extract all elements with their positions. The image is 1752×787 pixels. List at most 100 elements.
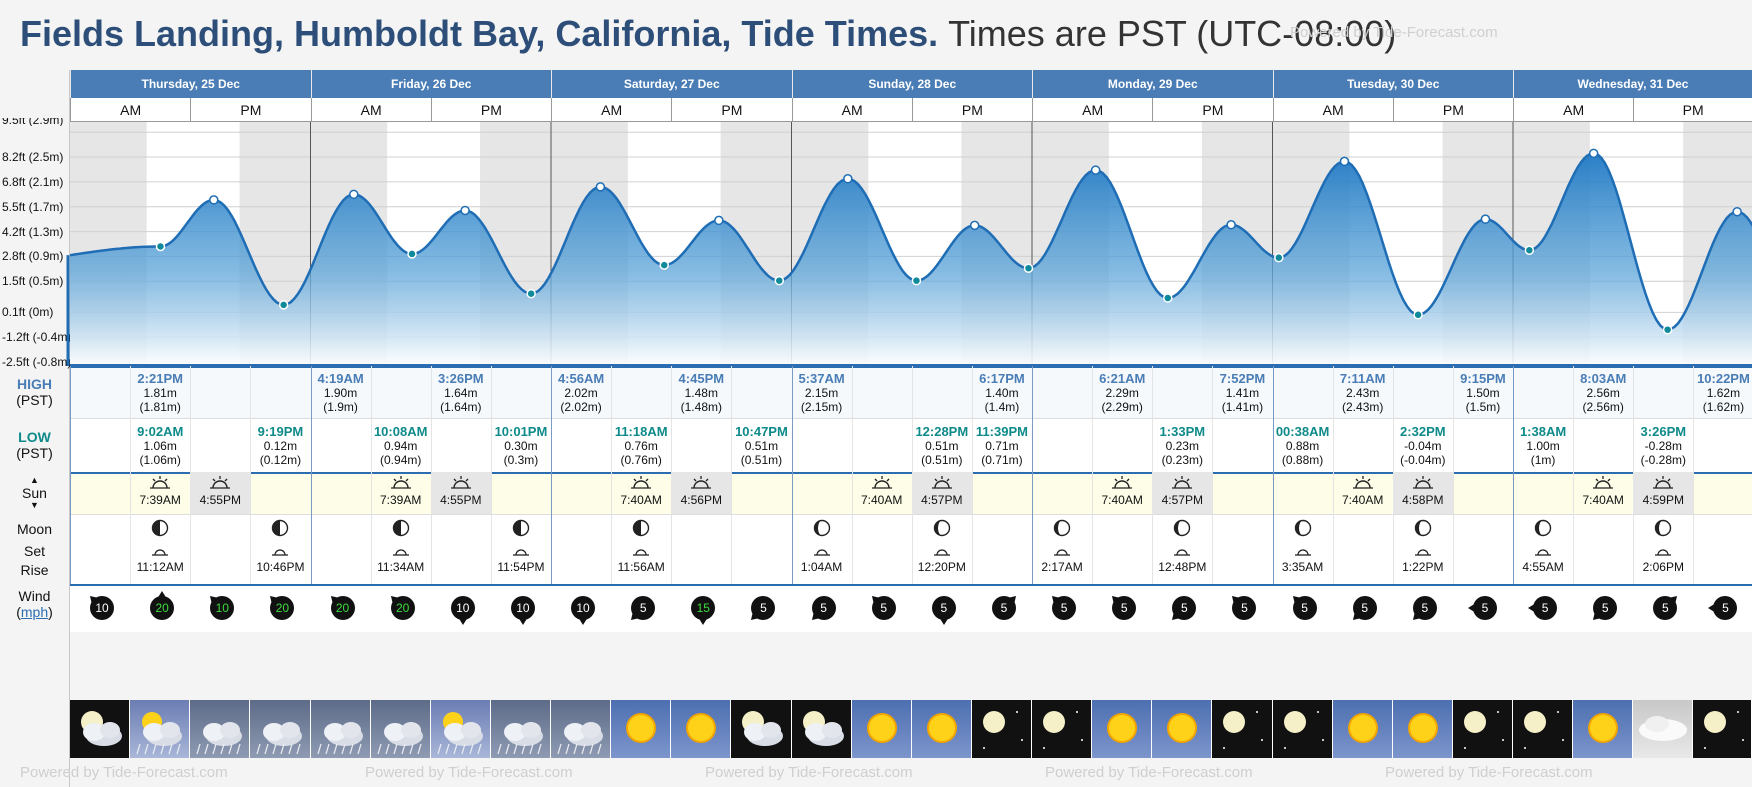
low-tide-cell-time: 9:19PM <box>257 424 304 439</box>
moon-phase-icon <box>271 519 289 540</box>
wind-speed: 5 <box>1722 601 1729 615</box>
low-tide-cell: 10:01PM 0.30m (0.3m) <box>491 425 551 468</box>
sunset-time: 4:57PM <box>1161 493 1203 507</box>
low-tide-cell: 1:38AM 1.00m (1m) <box>1513 425 1573 468</box>
wind-badge: 10 <box>510 596 535 625</box>
high-tide-cell: 8:03AM 2.56m (2.56m) <box>1573 372 1633 415</box>
moonrise-icon <box>1513 546 1573 560</box>
wind-row-label: Wind (mph) <box>16 588 53 620</box>
sunset-time: 4:57PM <box>921 493 963 507</box>
moon-phase-icon <box>1414 519 1432 540</box>
wind-arrow-icon <box>1527 590 1563 626</box>
weather-icon <box>1032 700 1093 758</box>
high-tide-cell: 6:21AM 2.29m (2.29m) <box>1092 372 1152 415</box>
high-tide-cell-height-alt: (1.41m) <box>1221 400 1264 414</box>
low-tide-cell-height-alt: (0.76m) <box>620 453 662 467</box>
day-header: Friday, 26 Dec <box>310 70 551 98</box>
moonrise-icon <box>1393 546 1453 560</box>
moon-time: 11:12AM <box>136 560 184 574</box>
moonrise-icon <box>912 546 972 560</box>
high-tide-cell-height-alt: (2.29m) <box>1101 400 1143 414</box>
low-tide-cell-height: 1.00m <box>1526 439 1560 453</box>
moonrise-icon <box>250 546 310 560</box>
y-tick-label: 5.5ft (1.7m) <box>2 199 64 214</box>
pm-label: PM <box>430 98 551 122</box>
am-label: AM <box>1032 98 1153 122</box>
sunset-time: 4:56PM <box>680 493 722 507</box>
sunset-cell: 4:55PM <box>430 472 491 514</box>
low-tide-cell-time: 11:39PM <box>975 424 1028 439</box>
low-tide-point <box>1023 263 1034 273</box>
slot-divider <box>1452 366 1454 584</box>
high-tide-cell-time: 5:37AM <box>798 371 845 386</box>
weather-icon <box>1693 700 1752 758</box>
sunrise-time: 7:40AM <box>1582 493 1624 507</box>
weather-icon <box>1272 700 1333 758</box>
slot-divider <box>490 366 492 584</box>
wind-arrow-icon <box>445 590 481 626</box>
moon-row-label: Moon Set Rise <box>16 521 53 578</box>
wind-speed: 5 <box>1180 601 1188 615</box>
high-tide-cell-height-alt: (1.5m) <box>1465 400 1501 414</box>
high-tide-cell-height: 1.40m <box>985 386 1019 400</box>
sunrise-cell: 7:40AM <box>1092 476 1152 507</box>
low-tide-cell-height: 0.88m <box>1285 439 1320 453</box>
high-tide-point <box>969 220 980 231</box>
sunset-time: 4:59PM <box>1642 493 1684 507</box>
weather-icon <box>130 700 191 758</box>
sun-row-band <box>70 472 1752 516</box>
high-tide-cell-time: 4:19AM <box>317 371 364 386</box>
wind-badge: 5 <box>811 596 836 621</box>
wind-arrow-icon <box>738 583 789 634</box>
moon-time: 11:34AM <box>377 560 425 574</box>
wind-speed: 5 <box>760 601 767 615</box>
sunrise-icon <box>1593 476 1614 493</box>
wind-arrow-icon <box>77 583 128 634</box>
low-tide-cell-height: 0.23m <box>1165 439 1199 453</box>
wind-speed: 5 <box>1120 601 1128 615</box>
pm-label: PM <box>1633 98 1752 122</box>
weather-icon <box>611 700 672 758</box>
sunrise-time: 7:39AM <box>139 493 181 507</box>
wind-badge: 5 <box>1593 596 1618 621</box>
weather-icon <box>851 700 912 758</box>
low-tide-cell-height: 0.94m <box>384 439 418 453</box>
weather-icon <box>791 700 852 758</box>
wind-unit-link[interactable]: mph <box>20 604 49 620</box>
wind-arrow-icon <box>565 590 601 626</box>
high-tide-point <box>209 195 219 205</box>
weather-icon <box>430 700 491 758</box>
low-tide-point <box>526 288 536 299</box>
sunrise-cell: 7:39AM <box>371 476 431 507</box>
low-tide-cell-height-alt: (0.94m) <box>380 453 422 467</box>
powered-by-bottom-3: Powered by Tide-Forecast.com <box>705 764 913 781</box>
y-tick-label: -2.5ft (-0.8m) <box>2 355 72 369</box>
weather-icon <box>1392 700 1453 758</box>
slot-divider <box>1032 366 1033 584</box>
wind-speed: 5 <box>1421 601 1429 615</box>
wind-badge: 10 <box>210 595 235 620</box>
pm-label: PM <box>911 98 1032 122</box>
wind-badge: 10 <box>571 596 596 625</box>
sunrise-time: 7:40AM <box>1342 493 1384 507</box>
high-tide-cell-time: 7:11AM <box>1339 371 1386 386</box>
low-tide-cell: 10:08AM 0.94m (0.94m) <box>371 425 431 468</box>
low-tide-point <box>1274 252 1284 263</box>
moon-time: 2:06PM <box>1642 560 1684 574</box>
low-tide-cell-height-alt: (-0.28m) <box>1640 453 1686 467</box>
wind-speed: 5 <box>1361 601 1369 615</box>
y-tick-label: 6.8ft (2.1m) <box>2 174 64 189</box>
wind-badge: 10 <box>450 596 475 625</box>
weather-icon <box>490 700 551 758</box>
low-tide-point <box>278 300 289 310</box>
moon-cell: 11:12AM <box>130 519 190 574</box>
moon-time: 10:46PM <box>256 560 305 574</box>
wind-badge: 5 <box>1232 595 1257 620</box>
wind-speed: 5 <box>1481 601 1489 615</box>
wind-badge: 5 <box>1708 596 1738 620</box>
moon-phase-icon <box>632 519 650 540</box>
tide-chart <box>66 122 1752 366</box>
moon-cell: 12:48PM <box>1152 519 1212 574</box>
low-tide-cell-time: 00:38AM <box>1275 424 1330 439</box>
high-tide-cell-height: 2.29m <box>1105 386 1139 400</box>
